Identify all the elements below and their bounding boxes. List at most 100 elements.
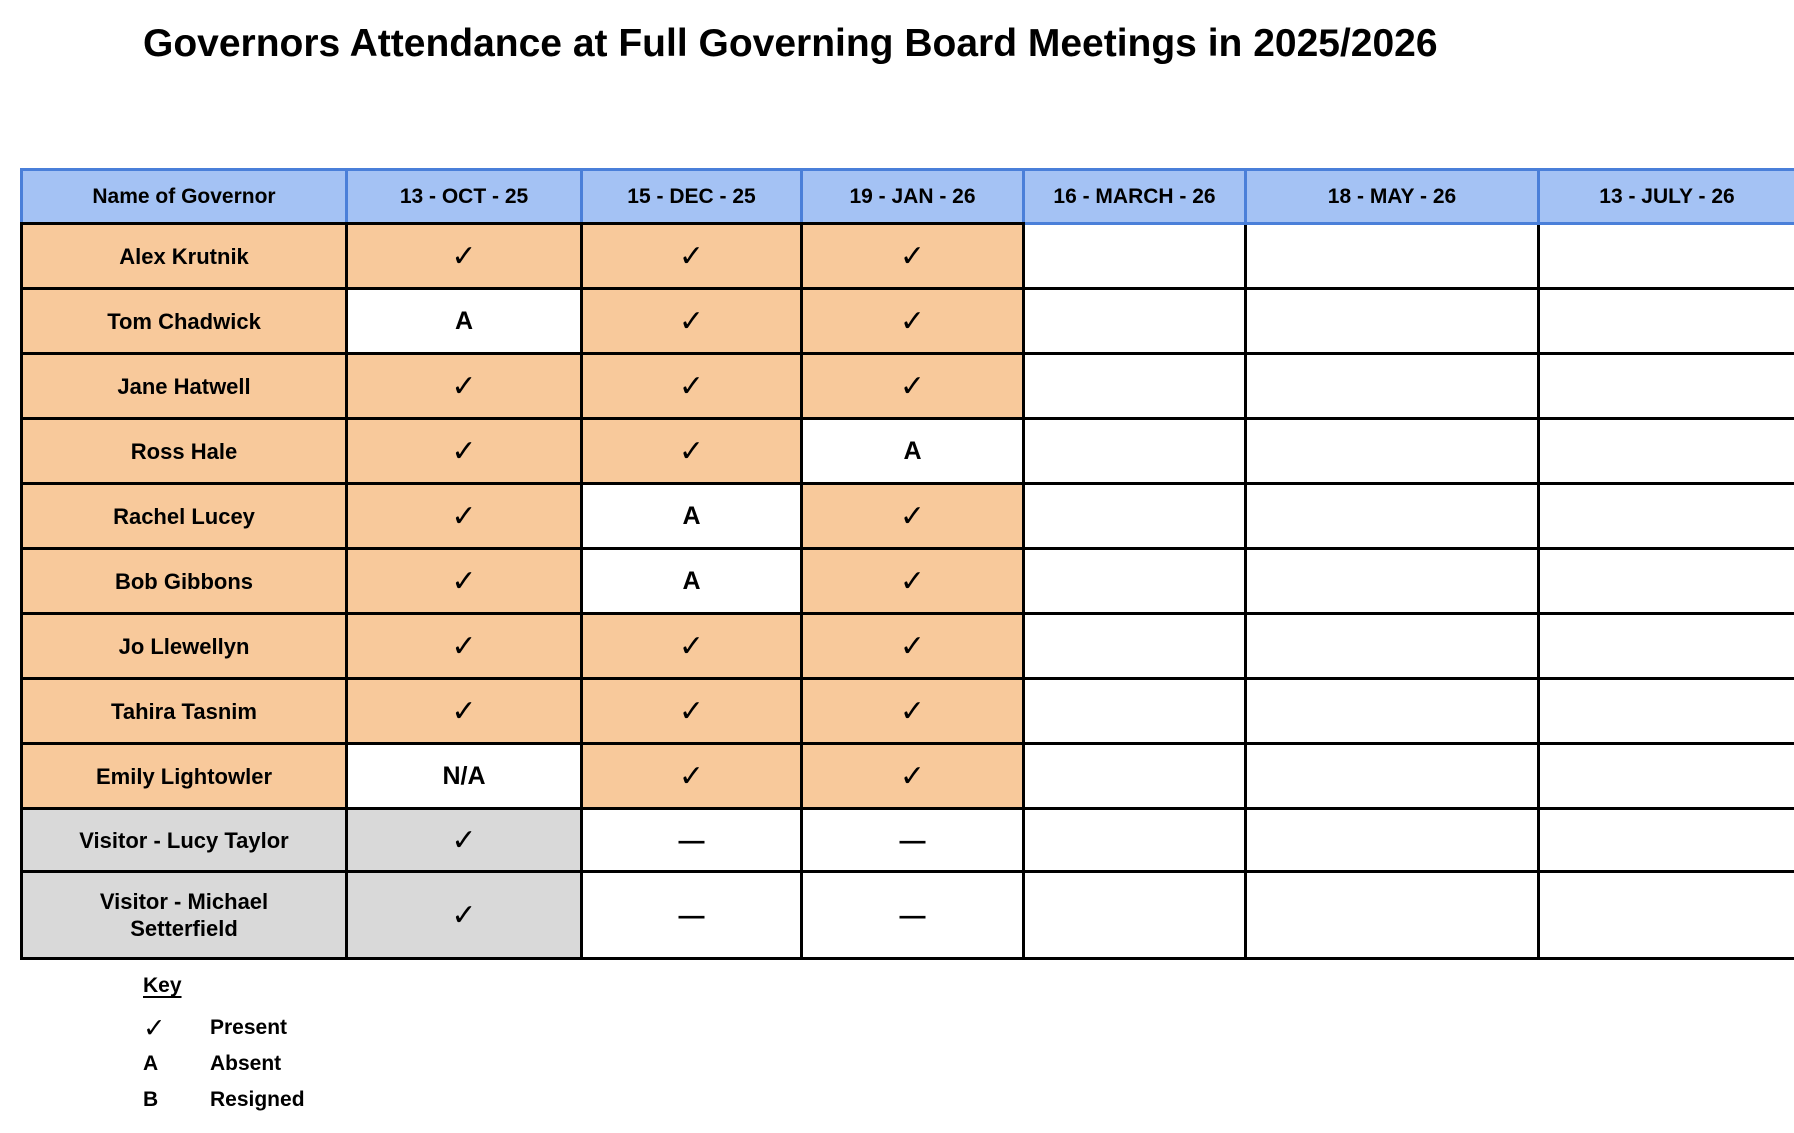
attendance-cell: ✓ xyxy=(345,870,583,960)
governor-name-cell: Bob Gibbons xyxy=(20,547,348,615)
attendance-cell: ✓ xyxy=(345,222,583,290)
attendance-cell: A xyxy=(580,547,803,615)
attendance-cell xyxy=(1022,222,1247,290)
governor-name-cell: Jo Llewellyn xyxy=(20,612,348,680)
attendance-cell: ✓ xyxy=(800,677,1025,745)
table-body: Alex Krutnik ✓ ✓ ✓ Tom Chadwick A ✓ ✓ Jane Hatwe… xyxy=(20,222,1794,960)
attendance-cell xyxy=(1537,742,1794,810)
attendance-cell xyxy=(1537,547,1794,615)
attendance-cell: ✓ xyxy=(345,547,583,615)
attendance-table: Name of Governor 13 - OCT - 25 15 - DEC - … xyxy=(20,168,1794,960)
column-header: Name of Governor xyxy=(20,168,348,225)
key-entry-resigned: B Resigned xyxy=(143,1082,305,1118)
attendance-cell: ✓ xyxy=(580,742,803,810)
attendance-cell xyxy=(1537,677,1794,745)
attendance-cell xyxy=(1537,222,1794,290)
column-header: 18 - MAY - 26 xyxy=(1244,168,1540,225)
attendance-cell: ✓ xyxy=(345,807,583,873)
attendance-cell: ✓ xyxy=(800,547,1025,615)
attendance-cell xyxy=(1022,547,1247,615)
governor-name-cell: Tom Chadwick xyxy=(20,287,348,355)
attendance-cell: — xyxy=(800,807,1025,873)
attendance-cell xyxy=(1244,547,1540,615)
table-row: Tahira Tasnim ✓ ✓ ✓ xyxy=(20,677,1794,745)
attendance-cell xyxy=(1244,482,1540,550)
column-header: 16 - MARCH - 26 xyxy=(1022,168,1247,225)
attendance-cell: ✓ xyxy=(345,417,583,485)
attendance-cell xyxy=(1244,352,1540,420)
attendance-cell xyxy=(1022,287,1247,355)
key-label-present: Present xyxy=(210,1016,288,1039)
table-row: Rachel Lucey ✓ A ✓ xyxy=(20,482,1794,550)
attendance-cell xyxy=(1537,287,1794,355)
attendance-cell xyxy=(1244,742,1540,810)
attendance-cell xyxy=(1244,807,1540,873)
attendance-cell: ✓ xyxy=(800,222,1025,290)
attendance-cell: ✓ xyxy=(580,417,803,485)
governor-name-cell: Jane Hatwell xyxy=(20,352,348,420)
table-row: Jo Llewellyn ✓ ✓ ✓ xyxy=(20,612,1794,680)
governor-name-cell: Ross Hale xyxy=(20,417,348,485)
attendance-cell xyxy=(1244,222,1540,290)
attendance-cell: ✓ xyxy=(345,352,583,420)
attendance-cell xyxy=(1022,807,1247,873)
key-heading: Key xyxy=(143,974,182,997)
attendance-key: Key ✓ Present A Absent B Resigned xyxy=(143,974,305,1118)
attendance-cell xyxy=(1244,870,1540,960)
key-entry-present: ✓ Present xyxy=(143,1010,305,1046)
attendance-cell xyxy=(1537,352,1794,420)
attendance-cell: ✓ xyxy=(580,222,803,290)
attendance-cell: ✓ xyxy=(580,352,803,420)
attendance-cell: ✓ xyxy=(345,612,583,680)
header-row: Name of Governor 13 - OCT - 25 15 - DEC - … xyxy=(20,168,1794,225)
attendance-cell xyxy=(1537,807,1794,873)
governor-name-cell: Alex Krutnik xyxy=(20,222,348,290)
attendance-cell xyxy=(1244,417,1540,485)
attendance-cell xyxy=(1537,417,1794,485)
absent-symbol: A xyxy=(143,1052,159,1075)
resigned-symbol: B xyxy=(143,1088,159,1111)
attendance-cell: — xyxy=(800,870,1025,960)
attendance-cell: ✓ xyxy=(800,352,1025,420)
attendance-cell: ✓ xyxy=(800,482,1025,550)
key-entry-absent: A Absent xyxy=(143,1046,305,1082)
attendance-cell: ✓ xyxy=(345,677,583,745)
attendance-cell: ✓ xyxy=(800,287,1025,355)
governor-name-cell: Rachel Lucey xyxy=(20,482,348,550)
attendance-cell xyxy=(1244,287,1540,355)
table-row: Bob Gibbons ✓ A ✓ xyxy=(20,547,1794,615)
attendance-cell xyxy=(1022,677,1247,745)
attendance-cell xyxy=(1022,742,1247,810)
attendance-cell: — xyxy=(580,870,803,960)
attendance-cell: — xyxy=(580,807,803,873)
attendance-cell xyxy=(1022,612,1247,680)
attendance-cell xyxy=(1022,482,1247,550)
table-row: Ross Hale ✓ ✓ A xyxy=(20,417,1794,485)
attendance-cell: ✓ xyxy=(800,742,1025,810)
attendance-cell xyxy=(1537,612,1794,680)
table-row: Jane Hatwell ✓ ✓ ✓ xyxy=(20,352,1794,420)
table-row: Visitor - Lucy Taylor ✓ — — xyxy=(20,807,1794,873)
attendance-cell: ✓ xyxy=(580,287,803,355)
attendance-cell: ✓ xyxy=(345,482,583,550)
attendance-cell: A xyxy=(345,287,583,355)
column-header: 13 - JULY - 26 xyxy=(1537,168,1794,225)
key-label-absent: Absent xyxy=(210,1052,282,1075)
governor-name-cell: Tahira Tasnim xyxy=(20,677,348,745)
attendance-cell xyxy=(1537,482,1794,550)
attendance-cell xyxy=(1022,352,1247,420)
attendance-cell xyxy=(1022,870,1247,960)
attendance-cell: A xyxy=(580,482,803,550)
governor-name-cell: Emily Lightowler xyxy=(20,742,348,810)
table-row: Alex Krutnik ✓ ✓ ✓ xyxy=(20,222,1794,290)
attendance-cell: ✓ xyxy=(800,612,1025,680)
attendance-cell xyxy=(1244,677,1540,745)
attendance-cell xyxy=(1244,612,1540,680)
present-check-icon: ✓ xyxy=(143,1012,166,1043)
attendance-cell xyxy=(1022,417,1247,485)
governor-name-cell: Visitor - Lucy Taylor xyxy=(20,807,348,873)
attendance-cell: N/A xyxy=(345,742,583,810)
column-header: 13 - OCT - 25 xyxy=(345,168,583,225)
attendance-cell xyxy=(1537,870,1794,960)
